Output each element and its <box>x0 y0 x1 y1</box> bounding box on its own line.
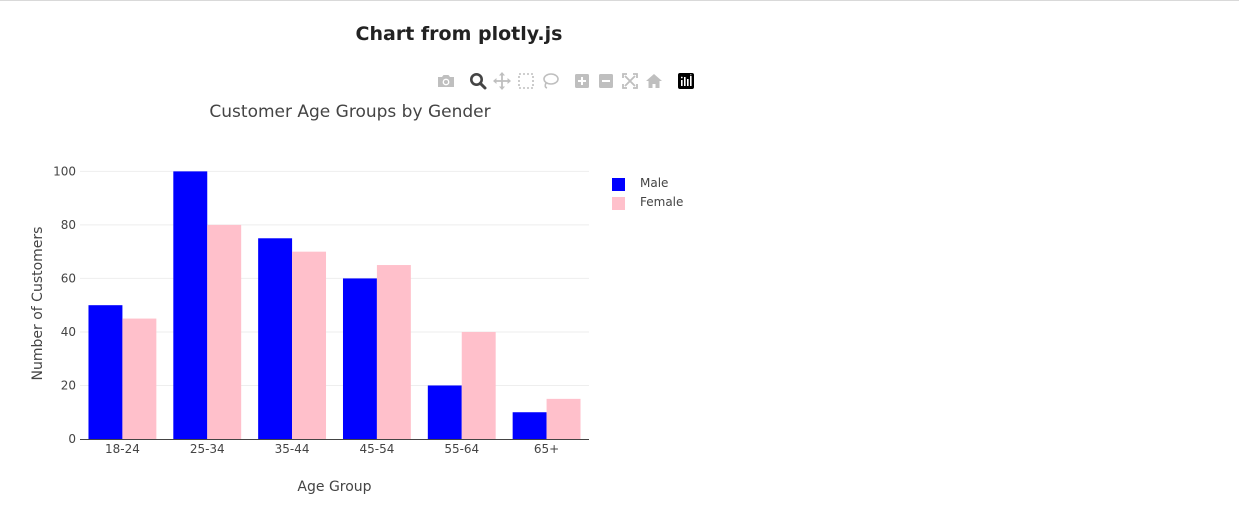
legend-label-male: Male <box>640 176 669 190</box>
y-tick-label: 0 <box>68 432 76 446</box>
x-tick-label: 35-44 <box>275 442 310 456</box>
y-tick-label: 100 <box>53 164 76 178</box>
zoom-out-icon[interactable] <box>596 71 616 91</box>
bar-female-35-44 <box>292 251 327 439</box>
bar-female-18-24 <box>122 318 157 439</box>
bar-female-45-54 <box>376 265 411 439</box>
camera-icon[interactable] <box>436 71 456 91</box>
x-tick-label: 55-64 <box>444 442 479 456</box>
x-tick-label: 65+ <box>534 442 559 456</box>
legend-swatch-male <box>612 178 625 191</box>
bar-male-45-54 <box>342 278 377 439</box>
y-tick-label: 40 <box>61 325 76 339</box>
bar-male-25-34 <box>173 171 208 439</box>
chart-title: Customer Age Groups by Gender <box>209 102 491 122</box>
bar-male-35-44 <box>258 238 293 439</box>
top-divider <box>0 0 1239 1</box>
bar-male-65+ <box>512 412 547 439</box>
pan-icon[interactable] <box>492 71 512 91</box>
bar-female-55-64 <box>461 331 496 439</box>
x-tick-label: 18-24 <box>105 442 140 456</box>
y-tick-label: 20 <box>61 378 76 392</box>
y-tick-label: 60 <box>61 271 76 285</box>
legend-label-female: Female <box>640 195 684 209</box>
page-title: Chart from plotly.js <box>355 23 563 45</box>
x-tick-label: 45-54 <box>359 442 394 456</box>
bar-male-55-64 <box>427 385 462 439</box>
lasso-select-icon[interactable] <box>540 71 560 91</box>
bar-female-25-34 <box>207 224 242 439</box>
reset-axes-icon[interactable] <box>644 71 664 91</box>
box-select-icon[interactable] <box>516 71 536 91</box>
autoscale-icon[interactable] <box>620 71 640 91</box>
bar-male-18-24 <box>88 305 123 439</box>
x-tick-label: 25-34 <box>190 442 225 456</box>
plotly-logo-icon[interactable] <box>676 71 696 91</box>
zoom-icon[interactable] <box>468 71 488 91</box>
bar-female-65+ <box>546 398 581 439</box>
legend-swatch-female <box>612 197 625 210</box>
zoom-in-icon[interactable] <box>572 71 592 91</box>
y-axis-title: Number of Customers <box>30 227 46 381</box>
x-axis-title: Age Group <box>297 479 371 495</box>
y-tick-label: 80 <box>61 218 76 232</box>
